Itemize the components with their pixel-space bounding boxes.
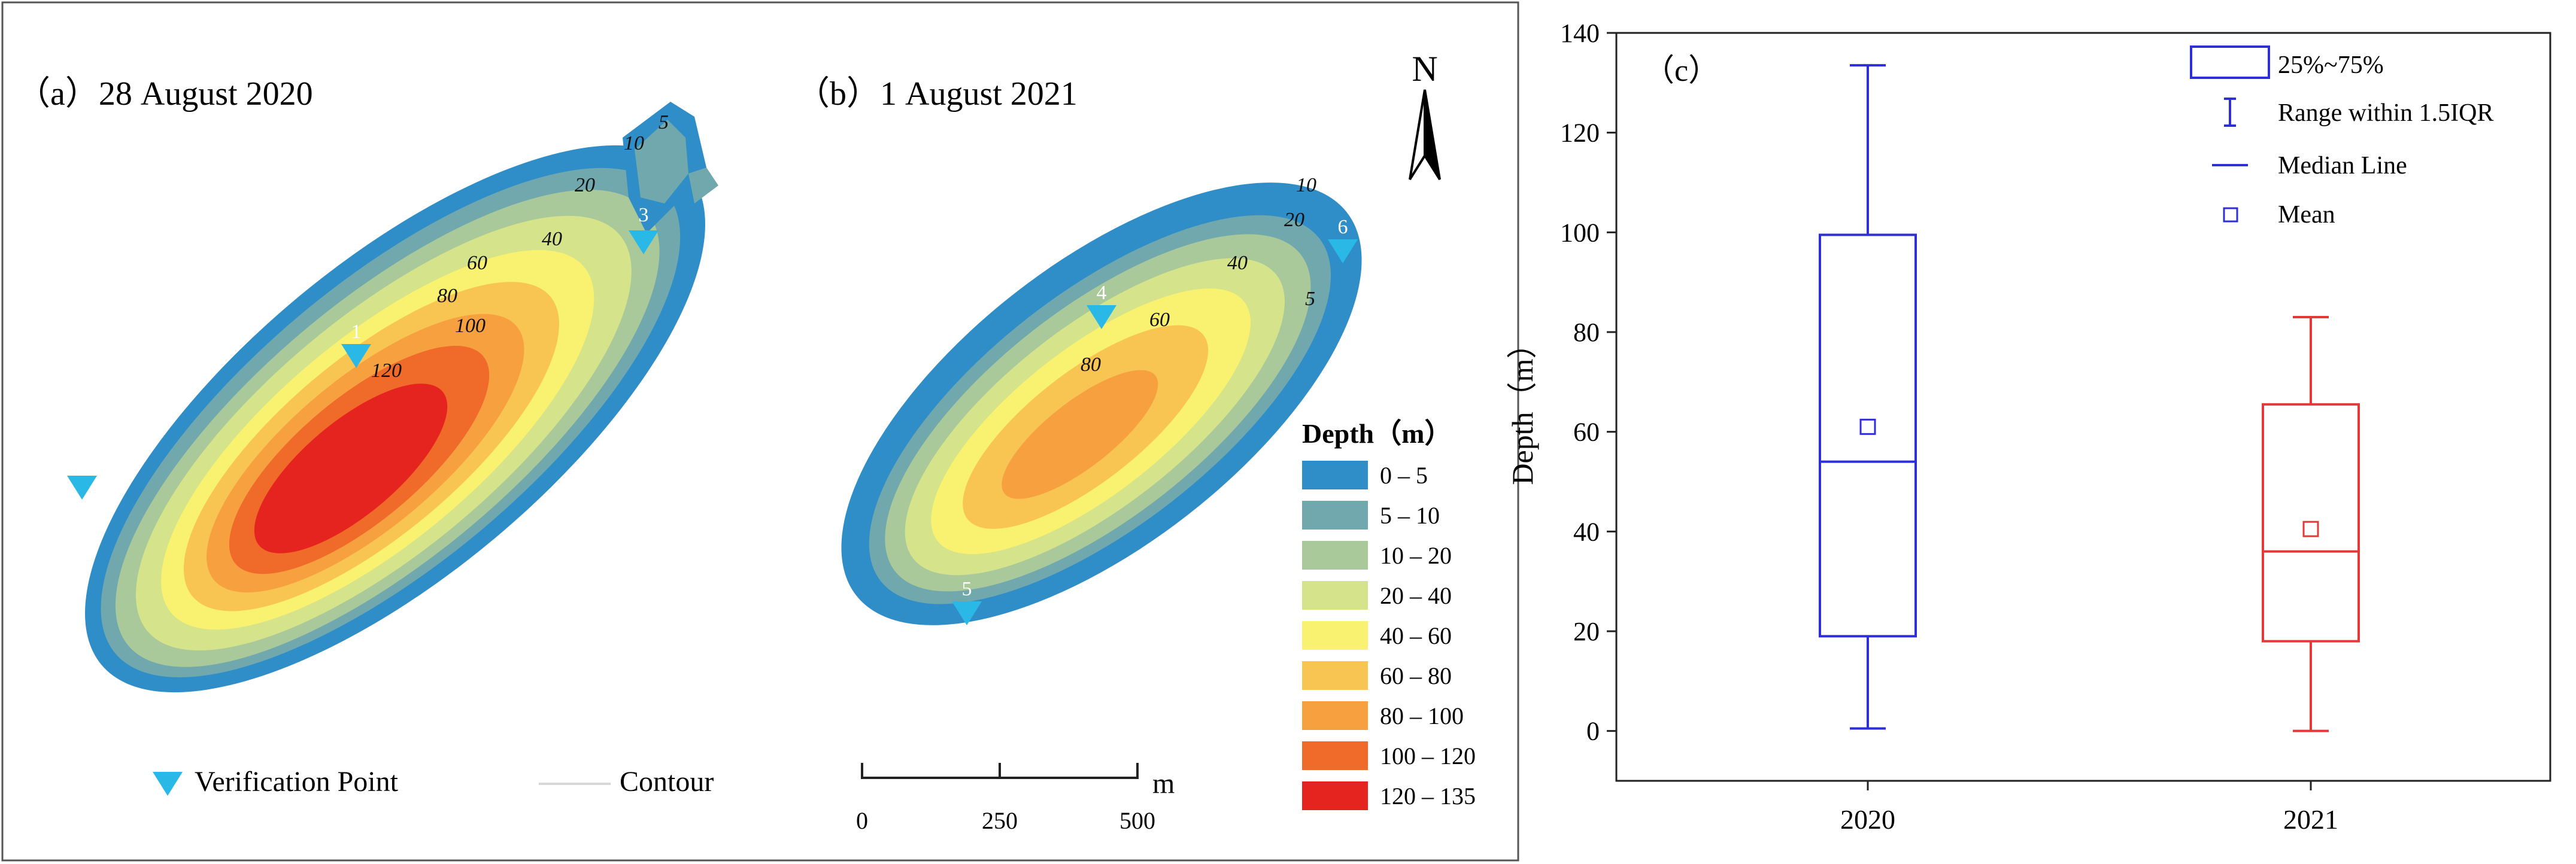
contour-label: 10 (1296, 174, 1316, 196)
depth-legend-swatch (1302, 581, 1368, 610)
contour-label: 80 (437, 285, 457, 307)
depth-legend-label: 120 – 135 (1380, 783, 1476, 810)
legend-range-label: Range within 1.5IQR (2278, 99, 2493, 127)
map-symbol-legend: Verification Point Contour (153, 766, 714, 798)
scale-tick: 0 (856, 807, 868, 834)
verification-point-label: 4 (1097, 282, 1107, 304)
contour-label: 20 (1284, 209, 1304, 231)
contour-label: 60 (467, 252, 487, 274)
y-tick-label: 20 (1573, 617, 1600, 646)
map-panel: （a）28 August 2020 （b）1 August 2021 N 5 1… (1, 1, 1519, 862)
depth-legend-label: 20 – 40 (1380, 582, 1452, 609)
lake-b-verification-points: 4 5 6 (952, 216, 1358, 625)
depth-legend-swatch (1302, 541, 1368, 570)
verification-point-icon (67, 476, 97, 500)
depth-legend-swatch (1302, 701, 1368, 730)
depth-legend-label: 5 – 10 (1380, 502, 1440, 529)
plot-frame (1615, 32, 2551, 782)
verification-point-icon (629, 230, 659, 254)
depth-legend-label: 80 – 100 (1380, 702, 1464, 729)
verification-point-icon (1087, 305, 1116, 329)
svg-text:N: N (1412, 49, 1437, 89)
iqr-box (1819, 233, 1917, 638)
y-tick-label: 60 (1573, 418, 1600, 447)
verification-point-icon (952, 601, 982, 625)
legend-median-label: Median Line (2278, 152, 2407, 180)
contour-legend-label: Contour (620, 766, 714, 798)
legend-box-icon (2190, 45, 2270, 79)
scale-unit: m (1152, 768, 1175, 799)
contour-label: 20 (575, 174, 595, 196)
depth-legend-label: 100 – 120 (1380, 743, 1476, 769)
depth-legend-swatch (1302, 501, 1368, 530)
depth-legend-swatch (1302, 661, 1368, 690)
lake-a-bathymetry (85, 145, 705, 693)
verification-point-label: 2 (77, 452, 87, 474)
mean-marker (2302, 521, 2319, 537)
depth-legend-label: 0 – 5 (1380, 462, 1428, 489)
y-tick-label: 120 (1560, 118, 1600, 148)
depth-legend-label: 40 – 60 (1380, 622, 1452, 649)
lake-b-bathymetry (841, 182, 1362, 625)
panel-c-label: （c） (1643, 54, 1719, 88)
scale-tick: 250 (982, 807, 1018, 834)
mean-marker (1859, 418, 1876, 435)
legend-mean-icon (2223, 207, 2238, 223)
panel-a-title: （a）28 August 2020 (17, 75, 313, 112)
contour-label: 120 (371, 360, 402, 382)
verification-point-icon (153, 772, 183, 796)
depth-legend-swatch (1302, 741, 1368, 770)
contour-label: 40 (1227, 252, 1248, 274)
contour-label: 60 (1149, 309, 1170, 331)
scale-bar: 0 250 500 m (856, 763, 1175, 834)
legend-mean-label: Mean (2278, 201, 2335, 229)
contour-label: 100 (455, 315, 486, 337)
depth-legend-label: 10 – 20 (1380, 542, 1452, 569)
depth-legend-title: Depth（m） (1302, 418, 1452, 449)
lake-b-contour-labels: 10 20 40 60 80 5 (1081, 174, 1316, 376)
contour-label: 80 (1081, 354, 1101, 376)
y-tick-label: 0 (1586, 717, 1600, 746)
y-tick-label: 40 (1573, 517, 1600, 546)
panel-b-title: （b）1 August 2021 (796, 75, 1078, 112)
verification-point-legend-label: Verification Point (195, 766, 399, 798)
verification-point-label: 1 (351, 321, 362, 343)
x-tick-label: 2020 (1840, 804, 1895, 835)
depth-legend-swatch (1302, 461, 1368, 489)
verification-point-label: 6 (1338, 216, 1348, 238)
verification-point-icon (1328, 239, 1358, 263)
depth-legend-label: 60 – 80 (1380, 662, 1452, 689)
contour-label: 5 (1305, 288, 1315, 310)
lake-a-arm (623, 102, 718, 233)
scale-tick: 500 (1119, 807, 1155, 834)
lake-a-verification-points: 1 2 3 (67, 204, 659, 500)
legend-box-label: 25%~75% (2278, 51, 2384, 79)
depth-legend-swatch (1302, 621, 1368, 650)
y-tick-label: 100 (1560, 218, 1600, 247)
verification-point-label: 5 (962, 578, 972, 600)
depth-legend: Depth（m） 0 – 5 5 – 10 10 – 20 20 – 40 40 – 6… (1302, 418, 1476, 810)
y-tick-label: 80 (1573, 318, 1600, 347)
north-arrow-icon: N (1409, 49, 1441, 181)
contour-label: 10 (624, 132, 644, 154)
iqr-box (2262, 403, 2360, 643)
x-tick-label: 2021 (2283, 804, 2338, 835)
depth-legend-swatch (1302, 781, 1368, 810)
y-tick-label: 140 (1560, 19, 1600, 48)
verification-point-label: 3 (639, 204, 649, 226)
lake-a-contour-labels: 5 10 20 40 60 80 100 120 (371, 111, 669, 382)
contour-label: 40 (542, 228, 562, 250)
verification-point-icon (341, 344, 371, 368)
contour-label: 5 (659, 111, 669, 133)
